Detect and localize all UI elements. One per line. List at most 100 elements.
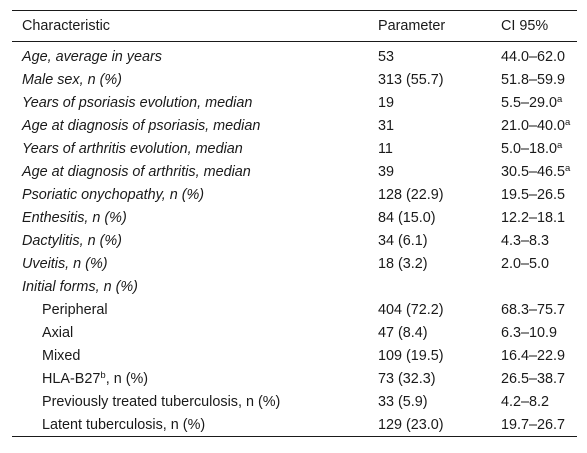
characteristics-table-container: Characteristic Parameter CI 95% Age, ave…	[12, 10, 577, 437]
cell-ci: 44.0–62.0	[491, 42, 577, 69]
table-row: Uveitis, n (%) 18 (3.2) 2.0–5.0	[12, 252, 577, 275]
characteristic-label: Psoriatic onychopathy, n (%)	[22, 186, 205, 203]
footnote-marker: a	[565, 162, 571, 174]
table-row: HLA-B27b, n (%) 73 (32.3) 26.5–38.7	[12, 367, 577, 390]
ci-value: 68.3–75.7	[501, 301, 566, 318]
table-row: Previously treated tuberculosis, n (%) 33…	[12, 390, 577, 413]
characteristic-label: Initial forms, n (%)	[22, 278, 138, 295]
cell-ci: 26.5–38.7	[491, 367, 577, 390]
cell-parameter: 34 (6.1)	[378, 232, 428, 249]
cell-characteristic: Years of arthritis evolution, median	[12, 137, 368, 160]
ci-value: 44.0–62.0	[501, 48, 566, 65]
characteristic-label: Male sex, n (%)	[22, 71, 122, 88]
cell-characteristic: Latent tuberculosis, n (%)	[12, 413, 368, 437]
cell-ci	[491, 275, 577, 298]
cell-parameter: 128 (22.9)	[378, 186, 444, 203]
table-row: Male sex, n (%) 313 (55.7) 51.8–59.9	[12, 68, 577, 91]
cell-ci: 30.5–46.5a	[491, 160, 577, 183]
characteristic-label: Peripheral	[42, 301, 108, 318]
cell-parameter: 39	[378, 163, 395, 180]
cell-characteristic: Age, average in years	[12, 42, 368, 69]
table-row: Years of arthritis evolution, median 11 5.…	[12, 137, 577, 160]
table-row: Peripheral 404 (72.2) 68.3–75.7	[12, 298, 577, 321]
cell-characteristic: Years of psoriasis evolution, median	[12, 91, 368, 114]
cell-characteristic: Uveitis, n (%)	[12, 252, 368, 275]
cell-characteristic: Previously treated tuberculosis, n (%)	[12, 390, 368, 413]
ci-value: 19.5–26.5	[501, 186, 566, 203]
cell-parameter: 19	[378, 94, 395, 111]
cell-ci: 5.0–18.0a	[491, 137, 577, 160]
characteristic-label: Age at diagnosis of arthritis, median	[22, 163, 251, 180]
cell-characteristic: Male sex, n (%)	[12, 68, 368, 91]
cell-ci: 51.8–59.9	[491, 68, 577, 91]
characteristic-label: Axial	[42, 324, 74, 341]
ci-value: 26.5–38.7	[501, 370, 566, 387]
table-row: Psoriatic onychopathy, n (%) 128 (22.9) 19…	[12, 183, 577, 206]
cell-ci: 21.0–40.0a	[491, 114, 577, 137]
ci-value: 19.7–26.7	[501, 416, 566, 433]
cell-ci: 68.3–75.7	[491, 298, 577, 321]
cell-ci: 6.3–10.9	[491, 321, 577, 344]
table-row: Years of psoriasis evolution, median 19 5.…	[12, 91, 577, 114]
cell-ci: 4.3–8.3	[491, 229, 577, 252]
ci-value: 6.3–10.9	[501, 324, 558, 341]
header-parameter: Parameter	[378, 18, 446, 34]
cell-ci: 5.5–29.0a	[491, 91, 577, 114]
cell-parameter: 404 (72.2)	[378, 301, 444, 318]
cell-parameter: 18 (3.2)	[378, 255, 428, 272]
ci-value: 51.8–59.9	[501, 71, 566, 88]
characteristic-label: Age, average in years	[22, 48, 162, 65]
cell-characteristic: Peripheral	[12, 298, 368, 321]
cell-characteristic: Age at diagnosis of arthritis, median	[12, 160, 368, 183]
cell-parameter: 84 (15.0)	[378, 209, 436, 226]
cell-parameter: 73 (32.3)	[378, 370, 436, 387]
table-row: Dactylitis, n (%) 34 (6.1) 4.3–8.3	[12, 229, 577, 252]
characteristic-label: Latent tuberculosis, n (%)	[42, 416, 206, 433]
ci-value: 30.5–46.5	[501, 163, 566, 180]
cell-parameter: 313 (55.7)	[378, 71, 444, 88]
table-header-row: Characteristic Parameter CI 95%	[12, 10, 577, 42]
table-body: Age, average in years 53 44.0–62.0 Male sex…	[12, 42, 577, 437]
ci-value: 2.0–5.0	[501, 255, 550, 272]
cell-characteristic: Dactylitis, n (%)	[12, 229, 368, 252]
cell-characteristic: Age at diagnosis of psoriasis, median	[12, 114, 368, 137]
cell-ci: 12.2–18.1	[491, 206, 577, 229]
footnote-marker: b	[100, 369, 106, 381]
characteristic-label: Enthesitis, n (%)	[22, 209, 127, 226]
table-row: Axial 47 (8.4) 6.3–10.9	[12, 321, 577, 344]
ci-value: 21.0–40.0	[501, 117, 566, 134]
table-row: Age at diagnosis of psoriasis, median 31 2…	[12, 114, 577, 137]
characteristic-label: Age at diagnosis of psoriasis, median	[22, 117, 261, 134]
characteristic-label: Dactylitis, n (%)	[22, 232, 122, 249]
header-characteristic: Characteristic	[22, 18, 110, 34]
cell-parameter: 33 (5.9)	[378, 393, 428, 410]
cell-parameter: 11	[378, 140, 393, 157]
ci-value: 5.5–29.0	[501, 94, 558, 111]
cell-parameter: 47 (8.4)	[378, 324, 428, 341]
characteristic-label: HLA-B27	[42, 370, 101, 387]
characteristics-table: Characteristic Parameter CI 95% Age, ave…	[12, 10, 577, 437]
characteristic-label: Years of arthritis evolution, median	[22, 140, 243, 157]
characteristic-label: Mixed	[42, 347, 81, 364]
cell-characteristic: HLA-B27b, n (%)	[12, 367, 368, 390]
footnote-marker: a	[565, 116, 571, 128]
ci-value: 4.3–8.3	[501, 232, 550, 249]
cell-characteristic: Psoriatic onychopathy, n (%)	[12, 183, 368, 206]
cell-parameter: 109 (19.5)	[378, 347, 444, 364]
cell-parameter: 53	[378, 48, 395, 65]
cell-characteristic: Enthesitis, n (%)	[12, 206, 368, 229]
ci-value: 4.2–8.2	[501, 393, 550, 410]
table-row: Mixed 109 (19.5) 16.4–22.9	[12, 344, 577, 367]
cell-ci: 19.5–26.5	[491, 183, 577, 206]
cell-characteristic: Axial	[12, 321, 368, 344]
ci-value: 5.0–18.0	[501, 140, 558, 157]
table-row: Initial forms, n (%)	[12, 275, 577, 298]
cell-ci: 2.0–5.0	[491, 252, 577, 275]
cell-characteristic: Mixed	[12, 344, 368, 367]
cell-parameter: 129 (23.0)	[378, 416, 444, 433]
characteristic-label: Years of psoriasis evolution, median	[22, 94, 253, 111]
cell-ci: 16.4–22.9	[491, 344, 577, 367]
cell-ci: 4.2–8.2	[491, 390, 577, 413]
footnote-marker: a	[557, 93, 563, 105]
characteristic-suffix: , n (%)	[105, 370, 149, 387]
